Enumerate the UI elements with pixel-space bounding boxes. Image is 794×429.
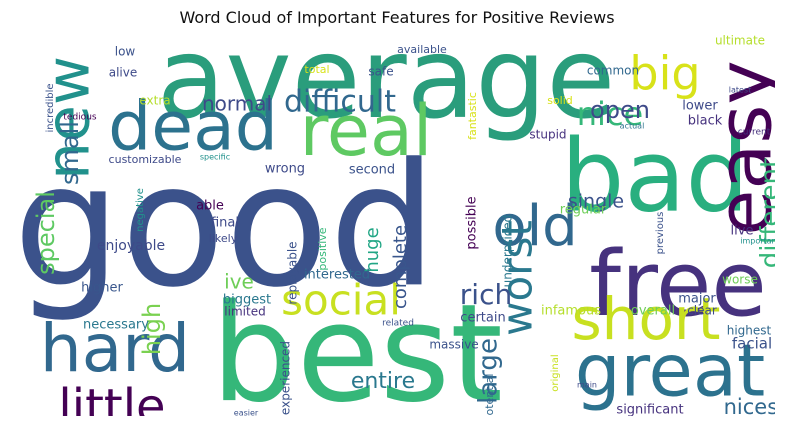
word-dead: dead [108, 88, 278, 167]
word-common: common [587, 64, 639, 78]
word-significant: significant [616, 403, 683, 417]
word-likely: likely [209, 232, 238, 245]
word-old: old [492, 194, 577, 259]
word-tedious: tedious [63, 113, 96, 123]
word-necessary: necessary [83, 318, 149, 333]
word-available: available [397, 43, 447, 56]
word-small: small [56, 121, 84, 185]
word-enjoyable: enjoyable [97, 238, 165, 254]
word-highest: highest [727, 324, 772, 338]
word-able: able [196, 199, 224, 214]
word-great: great [575, 329, 765, 413]
word-low: low [115, 45, 136, 59]
word-limited: limited [224, 305, 265, 319]
word-extra: extra [139, 94, 170, 108]
word-massive: massive [429, 338, 478, 352]
word-actual: actual [620, 122, 645, 131]
word-certain: certain [460, 311, 505, 326]
word-underpriced: underpriced [501, 215, 515, 288]
word-short: short [571, 285, 720, 353]
word-nice: nice [577, 95, 643, 133]
word-overall: overall [631, 304, 675, 319]
word-large: large [474, 338, 504, 404]
word-social: social [281, 276, 401, 325]
word-alive: alive [109, 66, 138, 80]
word-positive: positive [316, 227, 329, 270]
word-wrong: wrong [265, 162, 305, 177]
word-higher: higher [81, 281, 123, 296]
word-incredible: incredible [45, 83, 56, 132]
word-main: main [577, 381, 597, 390]
chart-title: Word Cloud of Important Features for Pos… [179, 8, 615, 27]
word-big: big [629, 47, 700, 101]
word-customizable: customizable [109, 153, 182, 166]
word-easier: easier [234, 409, 259, 417]
word-experienced: experienced [279, 341, 293, 415]
word-original: original [550, 354, 561, 391]
word-little: little [58, 379, 165, 416]
word-ive: ive [224, 270, 254, 294]
word-rich: rich [460, 278, 512, 311]
word-special: special [32, 191, 60, 275]
word-biggest: biggest [223, 293, 271, 308]
word-important: important [740, 237, 775, 246]
word-worse: worse [722, 273, 758, 287]
word-easy: easy [701, 60, 776, 236]
word-entire: entire [351, 369, 415, 394]
word-open: open [590, 96, 650, 124]
word-solid: solid [547, 94, 573, 107]
word-free: free [589, 232, 766, 337]
word-specific: specific [200, 153, 230, 162]
word-high: high [138, 303, 166, 355]
word-replayable: replayable [286, 241, 300, 304]
word-current: current [738, 128, 771, 138]
word-hard: hard [40, 310, 190, 387]
word-bad: bad [561, 117, 749, 234]
word-worst: worst [493, 220, 542, 336]
word-ultimate: ultimate [715, 34, 765, 48]
word-major: major [678, 292, 716, 307]
word-cloud: good best average bad free great easy real dead h… [20, 33, 775, 416]
word-huge: huge [362, 227, 383, 272]
word-complete: complete [390, 225, 411, 309]
word-single: single [568, 191, 624, 213]
word-safe: safe [368, 65, 393, 79]
word-second: second [349, 163, 395, 178]
word-live: live [731, 224, 754, 239]
word-related: related [382, 319, 414, 329]
word-possible: possible [465, 196, 480, 249]
word-regular: regular [560, 203, 607, 218]
word-nicest: nicest [724, 395, 775, 416]
word-black: black [688, 114, 723, 129]
word-stupid: stupid [529, 128, 566, 142]
word-interested: interested [304, 268, 370, 283]
word-best: best [211, 275, 503, 416]
word-difficult: difficult [284, 85, 396, 120]
word-clear: clear [687, 304, 717, 318]
word-new: new [34, 56, 104, 180]
word-fantastic: fantastic [466, 92, 479, 140]
word-total: total [304, 63, 329, 76]
word-negative: negative [135, 188, 146, 232]
word-real: real [300, 90, 433, 172]
word-different: different [756, 158, 776, 268]
word-lower: lower [682, 99, 718, 114]
word-good: good [20, 127, 437, 325]
word-potential: potential [483, 374, 496, 416]
word-infamous: infamous [541, 304, 601, 319]
word-previous: previous [655, 212, 666, 255]
word-final: final [211, 216, 239, 231]
word-facial: facial [732, 335, 772, 353]
word-average: average [157, 33, 616, 144]
word-latest: latest [729, 86, 752, 95]
word-normal: normal [202, 92, 272, 116]
